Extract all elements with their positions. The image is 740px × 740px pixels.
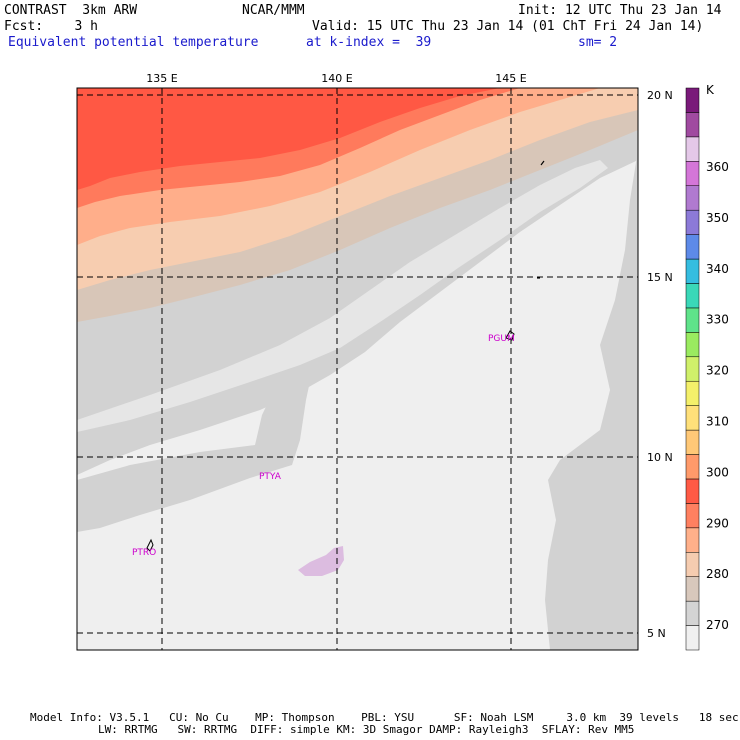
model-title: CONTRAST 3km ARW <box>4 3 138 18</box>
colorbar-swatch <box>685 478 700 504</box>
colorbar-label: 290 <box>706 516 729 530</box>
init-time: Init: 12 UTC Thu 23 Jan 14 <box>518 3 722 18</box>
lon-label-135: 135 E <box>146 72 177 85</box>
station-ptro: PTRO <box>132 548 156 558</box>
colorbar-swatch <box>685 332 700 358</box>
colorbar-swatch <box>685 380 700 406</box>
colorbar-label: 330 <box>706 313 729 327</box>
colorbar-swatch <box>685 209 700 235</box>
colorbar-label: 360 <box>706 160 729 174</box>
colorbar-swatch <box>685 625 700 651</box>
colorbar-label: 300 <box>706 465 729 479</box>
forecast-hour: Fcst: 3 h <box>4 19 98 34</box>
colorbar-swatch <box>685 405 700 431</box>
island-dot-1 <box>540 160 545 166</box>
colorbar-label: 310 <box>706 415 729 429</box>
colorbar-swatch <box>685 283 700 309</box>
colorbar-swatch <box>685 552 700 577</box>
colorbar-unit: K <box>706 83 715 97</box>
lon-label-140: 140 E <box>321 72 352 85</box>
colorbar-swatch <box>685 454 700 480</box>
model-info-line2: LW: RRTMG SW: RRTMG DIFF: simple KM: 3D … <box>98 723 635 736</box>
lat-label-15n: 15 N <box>647 271 673 284</box>
valid-time: Valid: 15 UTC Thu 23 Jan 14 (01 ChT Fri … <box>312 19 704 34</box>
station-ptya: PTYA <box>259 472 282 482</box>
station-pgum: PGUM <box>488 334 515 344</box>
org-label: NCAR/MMM <box>242 3 305 18</box>
colorbar-swatch <box>685 600 700 626</box>
colorbar-label: 320 <box>706 364 729 378</box>
graticule <box>77 88 638 650</box>
lon-label-145: 145 E <box>495 72 526 85</box>
colorbar-swatch <box>685 576 700 602</box>
map-frame <box>76 87 639 651</box>
model-info-line1: Model Info: V3.5.1 CU: No Cu MP: Thompso… <box>30 711 739 724</box>
colorbar-swatch <box>685 112 700 138</box>
colorbar-swatch <box>685 136 700 162</box>
colorbar-swatch <box>685 258 700 284</box>
colorbar-swatch <box>685 356 700 382</box>
colorbar-swatch <box>685 307 700 333</box>
contour-low-patch <box>298 546 344 576</box>
colorbar-swatch <box>685 429 700 455</box>
colorbar-swatch <box>685 87 700 113</box>
smoothing: sm= 2 <box>578 35 618 50</box>
colorbar-label: 270 <box>706 618 729 632</box>
palau-outline <box>146 538 154 552</box>
field-name: Equivalent potential temperature <box>8 35 259 50</box>
colorbar-label: 340 <box>706 262 729 276</box>
contour-320 <box>77 88 500 190</box>
lat-label-20n: 20 N <box>647 89 673 102</box>
colorbar-swatch <box>685 185 700 211</box>
level-index: at k-index = 39 <box>306 35 432 50</box>
lat-label-10n: 10 N <box>647 451 673 464</box>
contour-350-tongue <box>77 368 312 532</box>
colorbar-swatch <box>685 234 700 260</box>
colorbar-swatch <box>685 161 700 186</box>
colorbar-label: 280 <box>706 567 729 581</box>
colorbar-swatch <box>685 503 700 529</box>
colorbar-swatch <box>685 527 700 553</box>
colorbar-label: 350 <box>706 211 729 225</box>
colorbar: 360 350 340 330 320 310 300 290 280 270 <box>685 87 729 651</box>
lat-label-5n: 5 N <box>647 627 666 640</box>
guam-outline <box>505 330 515 341</box>
theta-e-field <box>77 88 638 650</box>
